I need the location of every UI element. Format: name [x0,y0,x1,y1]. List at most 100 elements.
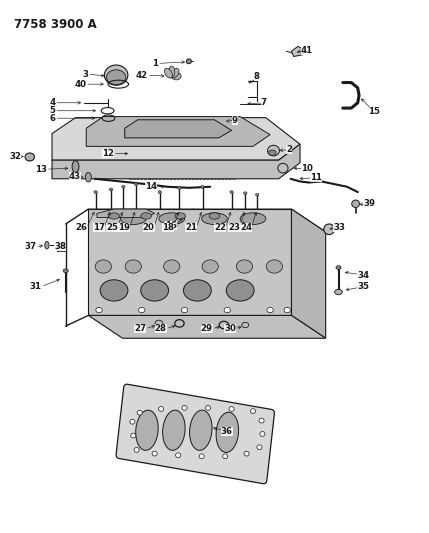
Ellipse shape [95,260,112,273]
Text: 34: 34 [357,271,369,279]
Ellipse shape [190,410,212,450]
Ellipse shape [63,269,68,272]
Polygon shape [125,120,232,138]
Ellipse shape [182,406,187,410]
Text: 41: 41 [301,46,313,55]
Ellipse shape [251,409,256,414]
Text: 18: 18 [162,223,174,232]
Text: 43: 43 [69,172,81,181]
Text: 26: 26 [76,223,88,232]
Text: 35: 35 [357,282,369,291]
Text: 38: 38 [54,243,66,252]
Ellipse shape [134,183,138,185]
Text: 4: 4 [49,98,55,107]
Ellipse shape [229,407,234,411]
Text: 42: 42 [136,70,148,79]
Ellipse shape [278,164,288,173]
Polygon shape [291,209,326,338]
Ellipse shape [152,451,157,456]
Ellipse shape [201,185,204,188]
Text: 27: 27 [134,324,146,333]
Ellipse shape [171,68,179,78]
Text: 36: 36 [221,427,233,436]
Text: 22: 22 [214,223,227,232]
Ellipse shape [121,213,146,224]
Polygon shape [86,117,270,147]
Text: 24: 24 [240,223,252,232]
Ellipse shape [175,213,186,219]
Text: 30: 30 [224,324,236,333]
Ellipse shape [85,172,91,182]
Ellipse shape [178,187,181,189]
Ellipse shape [158,191,161,193]
Ellipse shape [158,407,163,411]
Ellipse shape [181,308,188,313]
Text: 33: 33 [333,223,345,232]
Text: 15: 15 [368,107,380,116]
Polygon shape [88,209,326,232]
Ellipse shape [72,161,79,172]
Ellipse shape [125,260,142,273]
Ellipse shape [260,432,265,437]
Ellipse shape [104,65,128,85]
Ellipse shape [216,412,239,453]
Text: 23: 23 [228,223,240,232]
Text: 5: 5 [50,106,55,115]
Ellipse shape [205,406,211,410]
Ellipse shape [139,308,145,313]
Ellipse shape [230,191,233,193]
Ellipse shape [259,418,264,423]
Text: 1: 1 [152,59,158,68]
Ellipse shape [172,72,181,80]
Ellipse shape [266,260,282,273]
Text: 21: 21 [185,223,197,232]
Text: 3: 3 [82,70,88,78]
Ellipse shape [324,224,335,235]
Ellipse shape [269,150,276,156]
Polygon shape [52,118,300,160]
Ellipse shape [256,193,259,196]
Ellipse shape [186,59,191,63]
Ellipse shape [169,66,175,78]
Polygon shape [97,209,154,217]
Ellipse shape [100,280,128,301]
Text: 25: 25 [106,223,118,232]
Text: 16: 16 [165,221,177,230]
Text: 29: 29 [201,324,213,333]
Ellipse shape [202,260,218,273]
Text: 20: 20 [143,223,154,232]
Ellipse shape [244,192,247,195]
Text: 17: 17 [93,223,105,232]
Ellipse shape [184,280,211,301]
Text: 31: 31 [30,282,42,291]
Ellipse shape [141,280,169,301]
Ellipse shape [136,410,158,450]
Ellipse shape [96,308,102,313]
Ellipse shape [25,153,34,161]
Text: 13: 13 [35,165,47,174]
Ellipse shape [159,213,184,224]
Ellipse shape [155,320,163,327]
Ellipse shape [224,308,230,313]
Text: 19: 19 [118,223,130,232]
Ellipse shape [45,241,49,249]
Text: 7758 3900 A: 7758 3900 A [14,18,96,31]
FancyBboxPatch shape [116,384,275,484]
Text: 8: 8 [254,72,260,81]
Text: 7: 7 [261,98,267,107]
Text: 32: 32 [9,152,21,161]
Ellipse shape [94,191,97,193]
Polygon shape [52,144,300,179]
Ellipse shape [244,451,249,456]
Ellipse shape [109,213,119,219]
Text: 39: 39 [363,199,375,208]
Ellipse shape [202,213,227,224]
Ellipse shape [284,308,290,313]
Text: 28: 28 [154,324,166,333]
Ellipse shape [134,448,139,453]
Ellipse shape [268,146,280,156]
Ellipse shape [199,454,204,459]
Ellipse shape [141,213,151,219]
Ellipse shape [163,260,180,273]
Text: 14: 14 [145,182,157,191]
